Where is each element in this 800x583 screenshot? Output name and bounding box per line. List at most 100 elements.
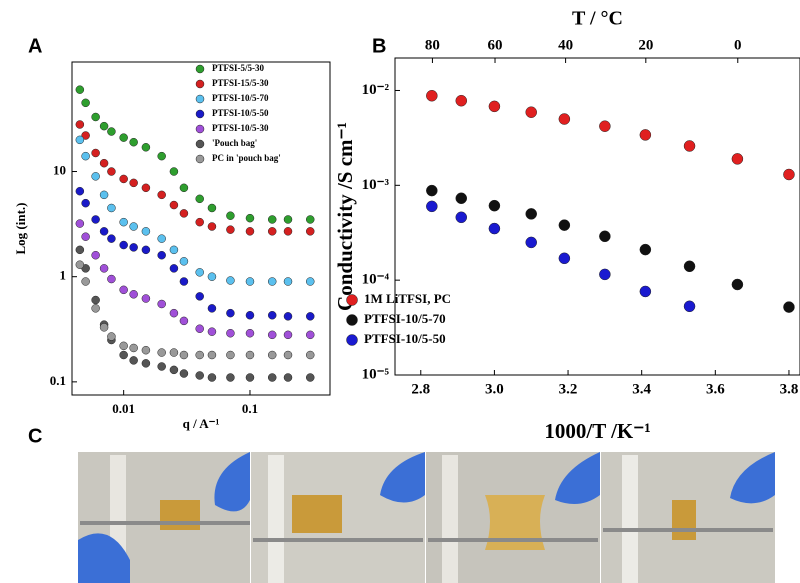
- panel-label: C: [28, 425, 42, 447]
- point: [99, 323, 109, 332]
- point: [141, 183, 151, 193]
- point: [81, 98, 90, 108]
- legend-marker: [346, 334, 358, 346]
- point: [455, 192, 468, 205]
- point: [525, 236, 537, 249]
- point: [179, 369, 189, 378]
- point: [267, 330, 277, 340]
- point: [683, 300, 696, 313]
- point: [488, 199, 501, 212]
- legend-label: PTFSI-10/5-50: [212, 108, 269, 118]
- point: [169, 365, 179, 375]
- point: [157, 151, 166, 161]
- y-axis-label: Log (int.): [13, 203, 28, 255]
- point: [558, 113, 571, 125]
- point: [75, 135, 85, 145]
- legend-marker: [195, 139, 205, 149]
- point: [599, 120, 611, 132]
- point: [207, 272, 217, 281]
- point: [207, 327, 217, 336]
- point: [283, 215, 293, 224]
- point: [488, 222, 501, 235]
- point: [157, 362, 166, 371]
- point: [169, 245, 179, 255]
- legend-label: PTFSI-10/5-70: [212, 93, 269, 103]
- legend-marker: [195, 94, 205, 104]
- point: [683, 260, 696, 273]
- point: [169, 308, 179, 318]
- point: [75, 186, 85, 196]
- x2-tick-label: 20: [638, 37, 653, 53]
- point: [207, 373, 217, 382]
- point: [267, 373, 277, 382]
- point: [731, 278, 744, 291]
- point: [81, 131, 90, 140]
- x2-tick-label: 60: [488, 37, 503, 53]
- legend-marker: [195, 124, 205, 134]
- photo: [78, 452, 250, 583]
- photo: [251, 452, 425, 583]
- point: [157, 348, 166, 357]
- point: [91, 215, 100, 224]
- point: [129, 343, 138, 353]
- legend-marker: [195, 79, 205, 89]
- panel-label: A: [28, 35, 42, 57]
- point: [195, 371, 204, 380]
- point: [226, 225, 235, 234]
- point: [179, 350, 189, 360]
- y-axis-label: Conductivity /S cm⁻¹: [333, 122, 357, 311]
- point: [81, 277, 90, 286]
- point: [107, 127, 116, 136]
- point: [639, 243, 652, 256]
- point: [305, 350, 315, 360]
- legend-marker: [346, 314, 358, 326]
- point: [91, 148, 100, 158]
- point: [195, 324, 204, 333]
- legend-label: PTFSI-5/5-30: [212, 63, 265, 73]
- point: [119, 217, 128, 227]
- photo: [426, 452, 600, 583]
- point: [455, 94, 468, 107]
- x-tick-label: 3.0: [485, 381, 504, 397]
- photos: [78, 452, 775, 583]
- point: [169, 264, 179, 273]
- point: [305, 373, 315, 382]
- point: [283, 350, 293, 360]
- point: [81, 151, 90, 161]
- point: [91, 295, 100, 305]
- point: [179, 277, 189, 286]
- photo: [601, 452, 775, 583]
- point: [129, 178, 138, 188]
- point: [245, 373, 255, 382]
- point: [267, 350, 277, 360]
- point: [207, 350, 217, 360]
- point: [107, 274, 116, 284]
- y-tick-label: 1: [60, 268, 67, 283]
- point: [283, 373, 293, 382]
- point: [195, 194, 204, 204]
- point: [305, 277, 315, 286]
- point: [683, 140, 696, 152]
- point: [599, 268, 611, 281]
- x2-tick-label: 80: [425, 37, 440, 53]
- legend-label: PTFSI-10/5-30: [212, 123, 269, 133]
- point: [305, 330, 315, 340]
- point: [75, 120, 85, 129]
- point: [599, 230, 611, 243]
- point: [91, 172, 100, 181]
- legend-label: PTFSI-15/5-30: [212, 78, 269, 88]
- point: [141, 245, 151, 255]
- point: [81, 198, 90, 208]
- point: [129, 290, 138, 299]
- point: [157, 190, 166, 200]
- point: [207, 203, 217, 213]
- point: [141, 143, 151, 152]
- point: [179, 209, 189, 218]
- point: [91, 304, 100, 313]
- point: [119, 240, 128, 250]
- point: [99, 227, 109, 236]
- point: [119, 285, 128, 295]
- x-tick-label: 3.4: [632, 381, 651, 397]
- point: [226, 350, 235, 360]
